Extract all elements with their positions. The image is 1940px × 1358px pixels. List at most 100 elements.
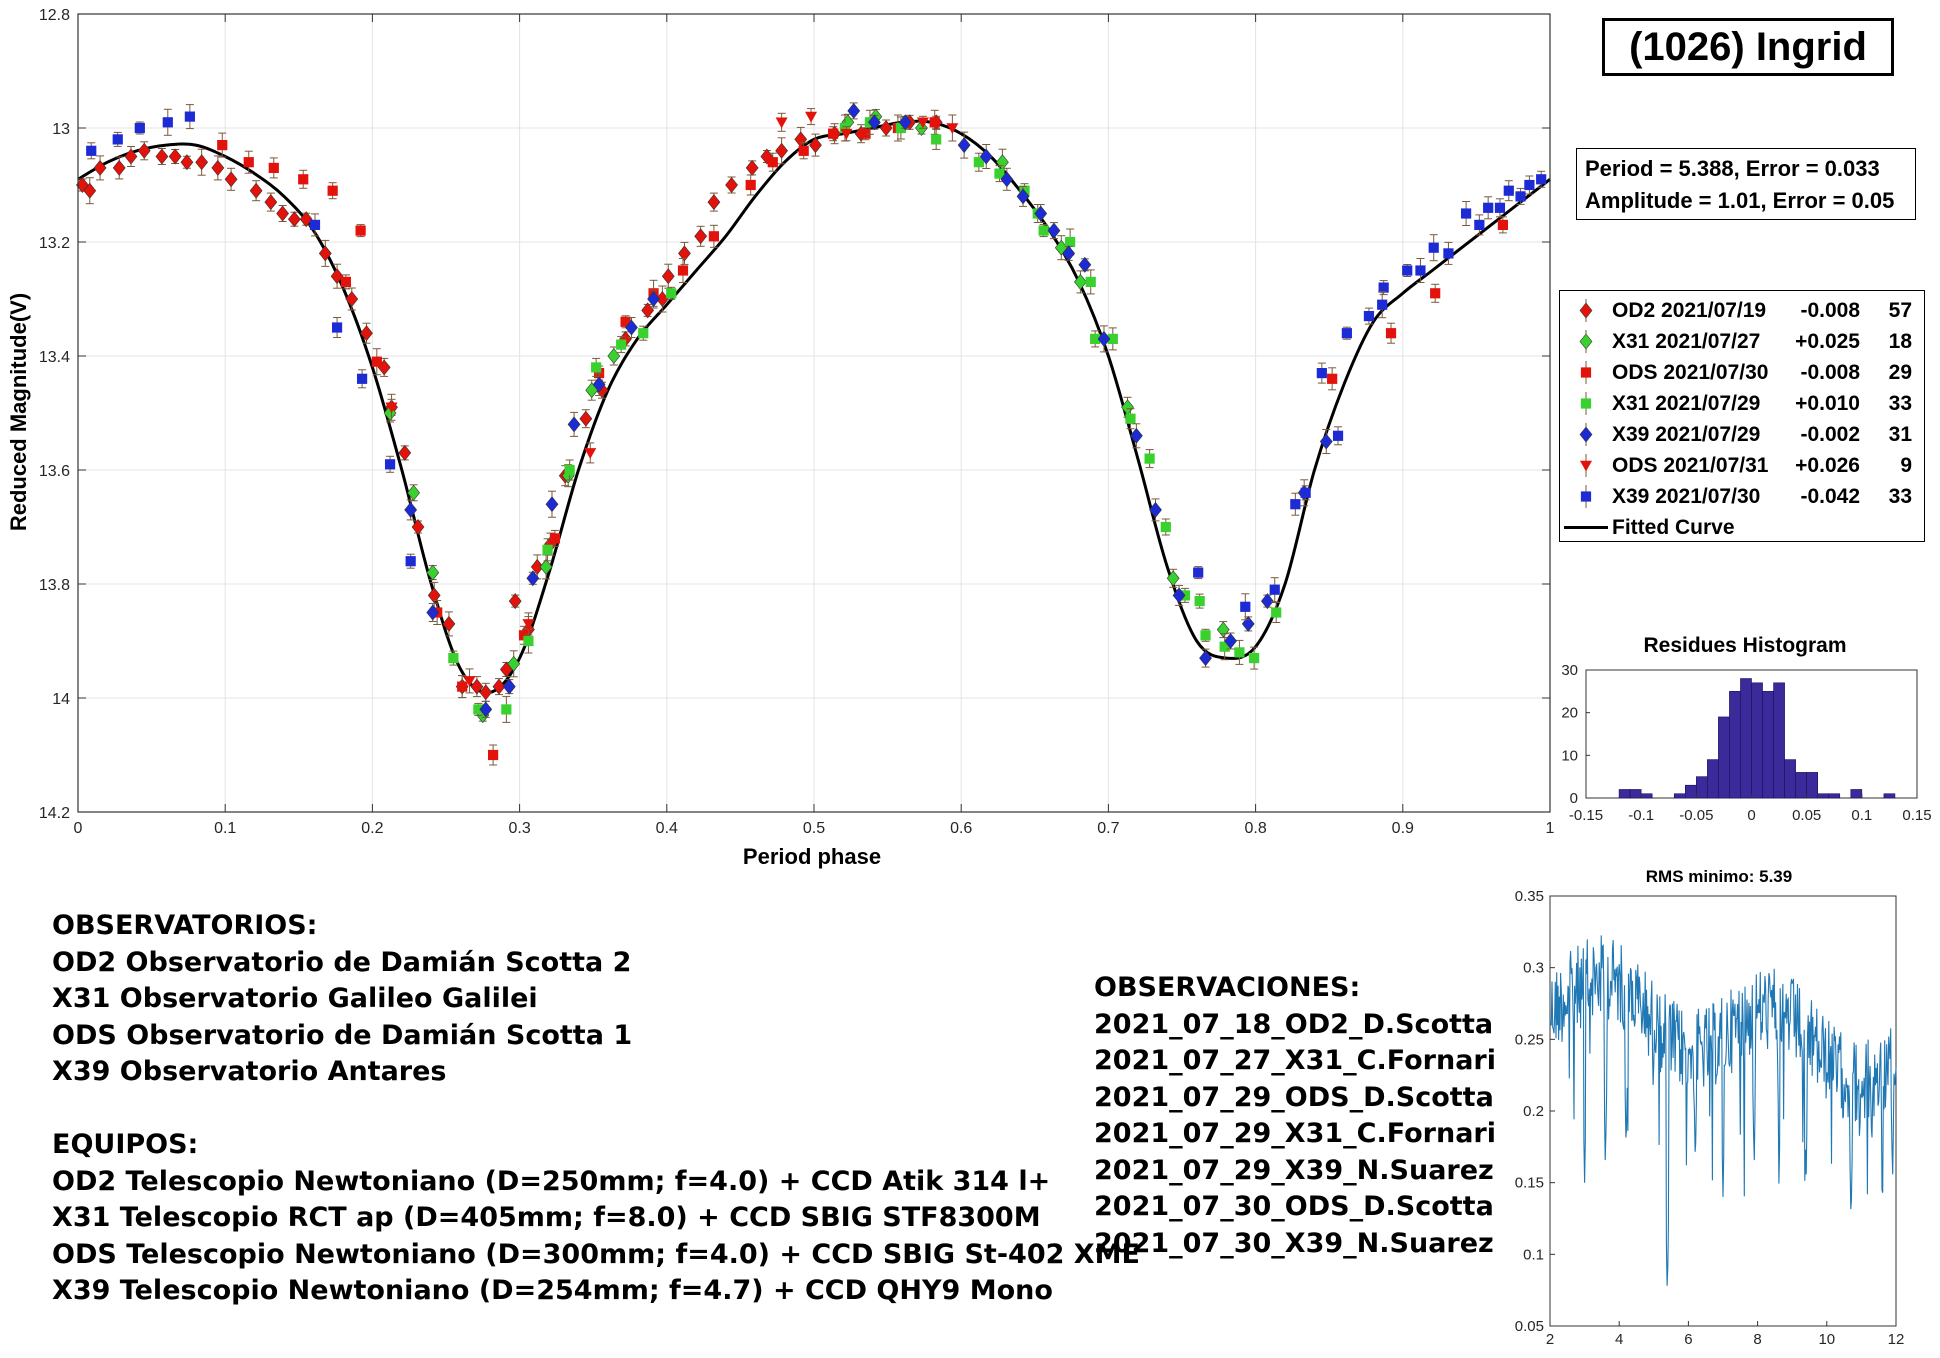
data-point [331,322,343,333]
legend-item: X39 2021/07/29 -0.002 31 [1560,419,1924,450]
legend-marker [1560,295,1612,326]
data-point [1402,265,1413,276]
data-point [137,142,151,159]
data-point [1034,205,1048,222]
residues-histogram: Residues Histogram -0.15 -0.1 -0.05 0 0.05 0.… [1561,634,1931,824]
legend-marker [1560,326,1612,357]
legend-item: X39 2021/07/30 -0.042 33 [1560,481,1924,512]
histogram-bar [1762,691,1774,799]
observatorios-title: OBSERVATORIOS: [52,910,318,941]
data-point [448,653,459,664]
legend-marker-shape [1579,302,1593,319]
data-point [479,684,493,701]
legend-offset: +0.026 [1795,453,1860,477]
data-point [371,356,382,367]
legend-count: 31 [1888,422,1912,446]
data-point [847,102,861,119]
data-point [592,376,606,393]
histogram-bar [1883,793,1896,799]
data-point [1260,593,1274,610]
legend-marker [1560,450,1612,481]
data-point [360,325,373,342]
data-point [1316,368,1327,379]
data-point [584,448,597,459]
x-tick-label: 0.8 [1244,820,1266,837]
data-point [1129,427,1143,444]
data-point [1249,653,1260,664]
data-point [1319,433,1333,450]
data-point [184,111,195,122]
legend-item-fitted-curve: Fitted Curve [1560,512,1924,543]
data-point [217,140,228,151]
data-point [1332,430,1344,441]
histogram-title: Residues Histogram [1643,634,1846,657]
data-point [707,194,721,211]
data-point [579,410,593,427]
data-point [1078,256,1092,273]
y-tick-label: 13.6 [39,463,70,480]
data-point [298,174,309,185]
data-point [1460,208,1472,219]
legend-marker [1560,481,1612,512]
x-axis-label: Period phase [743,844,881,869]
data-point [1065,236,1076,248]
data-point [340,276,352,287]
x-tick-label: 0.1 [214,820,236,837]
legend-series-name: ODS 2021/07/30 [1612,360,1769,384]
data-point [488,749,499,761]
series-ods-2021-07-31 [385,108,959,694]
data-point [411,519,425,535]
histogram-bar [1850,789,1863,799]
data-point [677,265,689,276]
observaciones-block: OBSERVACIONES: 2021_07_18_OD2_D.Scotta 2… [1094,970,1496,1262]
data-point [276,205,289,222]
histogram-bar [1673,793,1686,799]
data-point [1062,245,1076,262]
data-point [502,678,516,695]
data-point [957,137,971,154]
legend-marker-shape [1580,491,1592,502]
y-tick-label: 14.2 [39,805,70,822]
data-point [1430,288,1441,299]
data-point [809,137,822,154]
data-point [1000,171,1014,188]
data-point [1090,333,1101,344]
legend-count: 18 [1888,329,1912,353]
data-point [625,319,638,336]
hist-x-tick-label: 0 [1747,807,1755,824]
rms-y-tick-label: 0.3 [1523,960,1544,977]
data-point [1193,567,1204,578]
data-point [1172,587,1186,604]
legend-count: 29 [1888,360,1912,384]
data-point [356,373,368,384]
data-point [1327,373,1338,384]
data-point [162,117,173,128]
x-tick-label: 0.6 [950,820,972,837]
data-point [526,570,540,587]
data-point [549,533,561,544]
data-point [1300,487,1311,498]
data-point [112,159,126,176]
data-point [666,288,677,299]
data-point [745,179,756,191]
data-point [840,128,853,140]
legend-offset: -0.008 [1800,360,1860,384]
legend-series-name: X31 2021/07/29 [1612,391,1761,415]
chart-title: (1026) Ingrid [1602,18,1894,76]
hist-y-tick-label: 20 [1561,705,1578,722]
histogram-bar [1795,772,1807,799]
data-point [539,558,553,575]
data-point [1107,333,1118,344]
legend-series-name: X39 2021/07/29 [1612,422,1761,446]
rms-x-tick-label: 6 [1684,1331,1692,1348]
data-point [1428,242,1439,253]
data-point [1378,282,1389,293]
data-point [473,704,484,715]
equipos-block: EQUIPOS: OD2 Telescopio Newtoniano (D=25… [52,1127,1140,1310]
data-point [1385,328,1397,339]
data-point [1125,413,1136,424]
observatorio-line: X31 Observatorio Galileo Galilei [52,983,538,1014]
data-point [620,316,631,327]
rms-body: 2 4 6 8 10 12 0.05 0.1 0.15 0.2 0.25 0.3 0.35 [1515,888,1905,1348]
data-point [518,630,530,641]
